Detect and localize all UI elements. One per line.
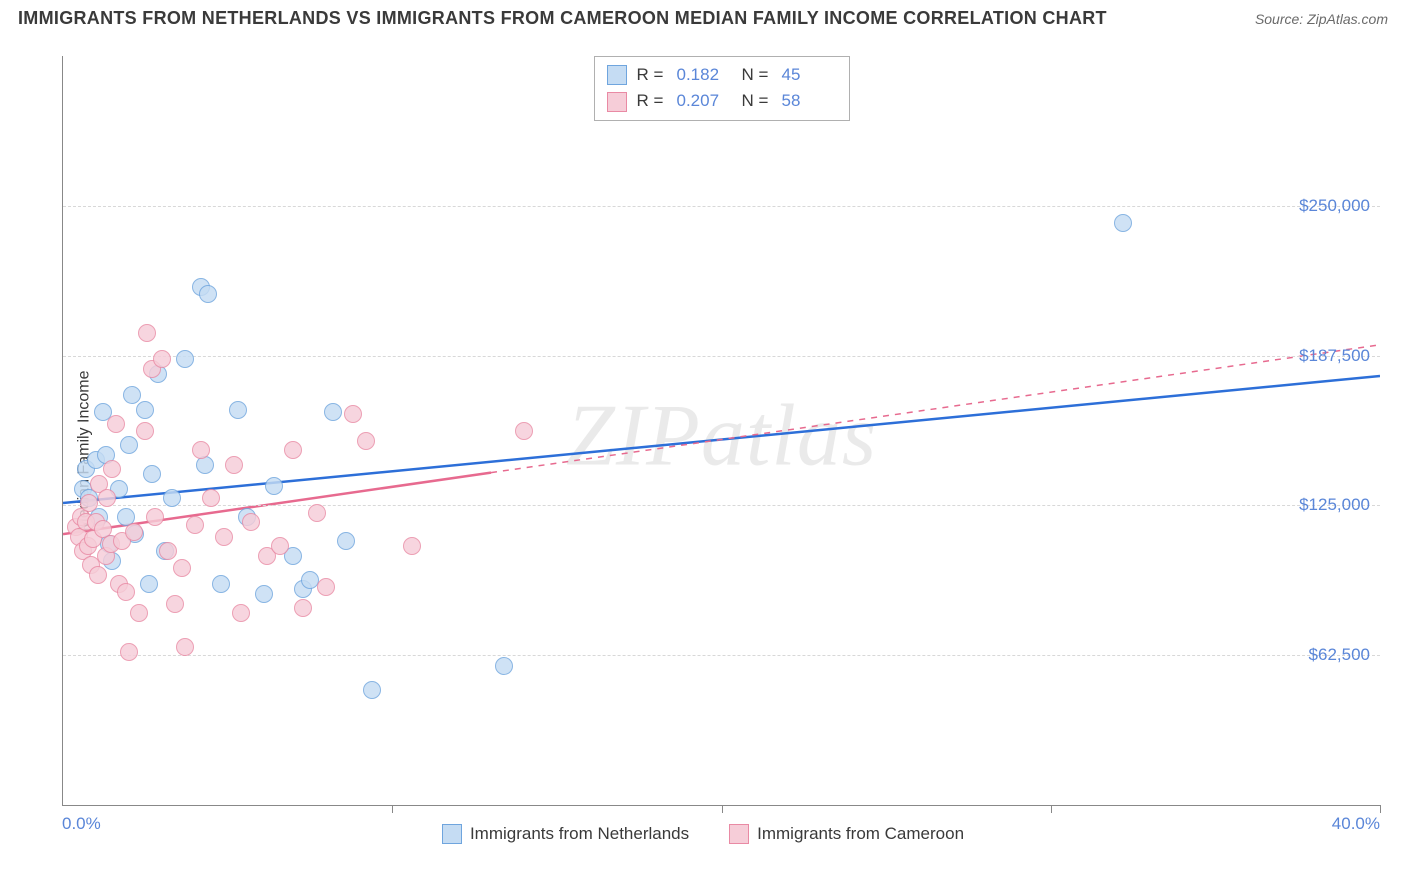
x-tick bbox=[392, 805, 393, 813]
legend-item-cameroon: Immigrants from Cameroon bbox=[729, 824, 964, 844]
data-point-cameroon bbox=[232, 604, 250, 622]
plot-area: ZIPatlas R = 0.182 N = 45 R = 0.207 N = … bbox=[62, 56, 1380, 806]
data-point-cameroon bbox=[107, 415, 125, 433]
data-point-netherlands bbox=[337, 532, 355, 550]
data-point-netherlands bbox=[495, 657, 513, 675]
data-point-netherlands bbox=[229, 401, 247, 419]
data-point-netherlands bbox=[136, 401, 154, 419]
watermark: ZIPatlas bbox=[566, 385, 877, 486]
data-point-netherlands bbox=[324, 403, 342, 421]
data-point-cameroon bbox=[159, 542, 177, 560]
y-tick-label: $125,000 bbox=[1299, 495, 1370, 515]
swatch-icon bbox=[607, 92, 627, 112]
data-point-cameroon bbox=[130, 604, 148, 622]
source-label: Source: ZipAtlas.com bbox=[1255, 11, 1388, 27]
data-point-cameroon bbox=[146, 508, 164, 526]
r-value: 0.182 bbox=[677, 62, 732, 88]
data-point-netherlands bbox=[120, 436, 138, 454]
data-point-cameroon bbox=[80, 494, 98, 512]
data-point-cameroon bbox=[89, 566, 107, 584]
data-point-cameroon bbox=[242, 513, 260, 531]
gridline bbox=[63, 206, 1380, 207]
n-label: N = bbox=[742, 88, 772, 114]
legend-label: Immigrants from Netherlands bbox=[470, 824, 689, 844]
data-point-cameroon bbox=[186, 516, 204, 534]
n-label: N = bbox=[742, 62, 772, 88]
stats-box: R = 0.182 N = 45 R = 0.207 N = 58 bbox=[594, 56, 850, 121]
trend-netherlands bbox=[63, 376, 1380, 503]
data-point-netherlands bbox=[123, 386, 141, 404]
data-point-cameroon bbox=[403, 537, 421, 555]
gridline bbox=[63, 356, 1380, 357]
data-point-cameroon bbox=[284, 441, 302, 459]
data-point-cameroon bbox=[136, 422, 154, 440]
data-point-cameroon bbox=[176, 638, 194, 656]
data-point-netherlands bbox=[265, 477, 283, 495]
data-point-netherlands bbox=[255, 585, 273, 603]
data-point-netherlands bbox=[140, 575, 158, 593]
trend-cameroon-dashed bbox=[491, 345, 1380, 473]
data-point-cameroon bbox=[103, 460, 121, 478]
data-point-netherlands bbox=[363, 681, 381, 699]
chart-container: Median Family Income ZIPatlas R = 0.182 … bbox=[18, 40, 1388, 862]
y-tick-label: $187,500 bbox=[1299, 346, 1370, 366]
data-point-netherlands bbox=[143, 465, 161, 483]
chart-title: IMMIGRANTS FROM NETHERLANDS VS IMMIGRANT… bbox=[18, 8, 1107, 29]
data-point-cameroon bbox=[153, 350, 171, 368]
data-point-cameroon bbox=[317, 578, 335, 596]
data-point-cameroon bbox=[117, 583, 135, 601]
legend-item-netherlands: Immigrants from Netherlands bbox=[442, 824, 689, 844]
n-value: 45 bbox=[782, 62, 837, 88]
r-label: R = bbox=[637, 62, 667, 88]
data-point-netherlands bbox=[301, 571, 319, 589]
data-point-cameroon bbox=[138, 324, 156, 342]
swatch-icon bbox=[442, 824, 462, 844]
x-tick bbox=[722, 805, 723, 813]
legend-label: Immigrants from Cameroon bbox=[757, 824, 964, 844]
y-tick-label: $62,500 bbox=[1309, 645, 1370, 665]
gridline bbox=[63, 655, 1380, 656]
data-point-cameroon bbox=[308, 504, 326, 522]
data-point-cameroon bbox=[173, 559, 191, 577]
data-point-netherlands bbox=[176, 350, 194, 368]
gridline bbox=[63, 505, 1380, 506]
data-point-cameroon bbox=[202, 489, 220, 507]
data-point-netherlands bbox=[199, 285, 217, 303]
trend-lines bbox=[63, 56, 1380, 805]
n-value: 58 bbox=[782, 88, 837, 114]
data-point-cameroon bbox=[294, 599, 312, 617]
data-point-cameroon bbox=[125, 523, 143, 541]
data-point-cameroon bbox=[271, 537, 289, 555]
data-point-cameroon bbox=[344, 405, 362, 423]
x-tick bbox=[1051, 805, 1052, 813]
data-point-netherlands bbox=[1114, 214, 1132, 232]
stats-row-cameroon: R = 0.207 N = 58 bbox=[607, 88, 837, 114]
data-point-cameroon bbox=[357, 432, 375, 450]
data-point-cameroon bbox=[120, 643, 138, 661]
data-point-cameroon bbox=[192, 441, 210, 459]
data-point-cameroon bbox=[98, 489, 116, 507]
r-value: 0.207 bbox=[677, 88, 732, 114]
x-tick bbox=[1380, 805, 1381, 813]
data-point-netherlands bbox=[212, 575, 230, 593]
data-point-cameroon bbox=[166, 595, 184, 613]
data-point-cameroon bbox=[515, 422, 533, 440]
swatch-icon bbox=[729, 824, 749, 844]
r-label: R = bbox=[637, 88, 667, 114]
data-point-cameroon bbox=[225, 456, 243, 474]
legend-bottom: Immigrants from Netherlands Immigrants f… bbox=[18, 824, 1388, 844]
swatch-icon bbox=[607, 65, 627, 85]
data-point-netherlands bbox=[163, 489, 181, 507]
stats-row-netherlands: R = 0.182 N = 45 bbox=[607, 62, 837, 88]
y-tick-label: $250,000 bbox=[1299, 196, 1370, 216]
data-point-cameroon bbox=[215, 528, 233, 546]
